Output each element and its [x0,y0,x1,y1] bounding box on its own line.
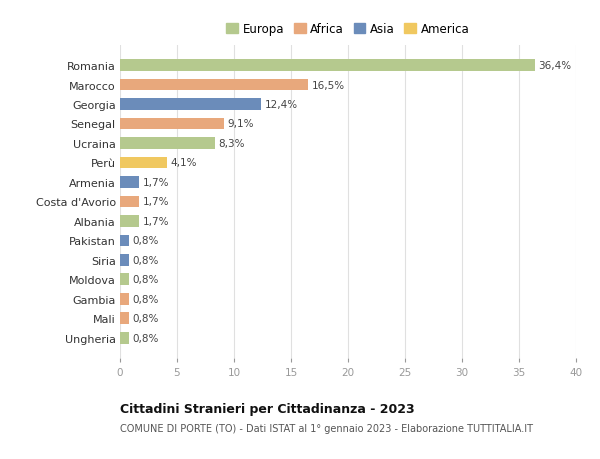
Bar [120,313,129,325]
Text: 0,8%: 0,8% [133,255,159,265]
Bar [120,79,308,91]
Text: 9,1%: 9,1% [227,119,254,129]
Text: 0,8%: 0,8% [133,294,159,304]
Bar [120,177,139,188]
Text: Cittadini Stranieri per Cittadinanza - 2023: Cittadini Stranieri per Cittadinanza - 2… [120,402,415,414]
Text: 1,7%: 1,7% [143,178,169,188]
Legend: Europa, Africa, Asia, America: Europa, Africa, Asia, America [224,21,472,38]
Text: 0,8%: 0,8% [133,333,159,343]
Text: 0,8%: 0,8% [133,236,159,246]
Bar [120,196,139,208]
Text: 16,5%: 16,5% [311,80,344,90]
Text: 1,7%: 1,7% [143,197,169,207]
Text: 8,3%: 8,3% [218,139,245,149]
Bar [120,216,139,227]
Bar [120,60,535,72]
Text: 4,1%: 4,1% [170,158,197,168]
Text: 0,8%: 0,8% [133,313,159,324]
Text: 0,8%: 0,8% [133,274,159,285]
Bar [120,118,224,130]
Bar [120,254,129,266]
Text: 1,7%: 1,7% [143,216,169,226]
Bar [120,293,129,305]
Text: COMUNE DI PORTE (TO) - Dati ISTAT al 1° gennaio 2023 - Elaborazione TUTTITALIA.I: COMUNE DI PORTE (TO) - Dati ISTAT al 1° … [120,424,533,434]
Bar [120,157,167,169]
Bar [120,274,129,285]
Bar [120,332,129,344]
Text: 36,4%: 36,4% [538,61,572,71]
Text: 12,4%: 12,4% [265,100,298,110]
Bar [120,235,129,246]
Bar [120,138,215,150]
Bar [120,99,262,111]
